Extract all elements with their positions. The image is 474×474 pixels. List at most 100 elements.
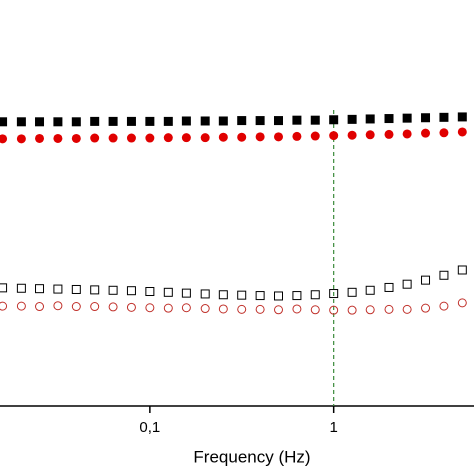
data-point — [53, 117, 63, 127]
data-point — [145, 116, 155, 126]
data-point — [35, 302, 45, 312]
data-point — [53, 133, 63, 143]
data-point — [255, 291, 265, 301]
data-point — [126, 116, 136, 126]
data-point — [292, 131, 302, 141]
data-point — [237, 116, 247, 126]
data-point — [163, 287, 173, 297]
data-point — [145, 133, 155, 143]
data-point — [35, 284, 45, 294]
data-point — [310, 131, 320, 141]
data-point — [16, 301, 26, 311]
data-point — [35, 117, 45, 127]
data-point — [347, 114, 357, 124]
data-point — [457, 112, 467, 122]
data-point — [90, 285, 100, 295]
data-point — [457, 298, 467, 308]
data-point — [347, 305, 357, 315]
data-point — [384, 129, 394, 139]
data-point — [457, 127, 467, 137]
data-point — [163, 116, 173, 126]
data-point — [126, 302, 136, 312]
data-point — [292, 291, 302, 301]
data-point — [108, 116, 118, 126]
data-point — [439, 270, 449, 280]
data-point — [439, 301, 449, 311]
data-point — [329, 131, 339, 141]
data-point — [421, 113, 431, 123]
data-point — [457, 265, 467, 275]
data-point — [90, 133, 100, 143]
data-point — [0, 301, 8, 311]
data-point — [274, 132, 284, 142]
data-point — [255, 116, 265, 126]
data-point — [71, 284, 81, 294]
data-point — [329, 115, 339, 125]
data-point — [181, 133, 191, 143]
data-point — [365, 130, 375, 140]
data-point — [200, 116, 210, 126]
data-point — [384, 282, 394, 292]
data-point — [274, 305, 284, 315]
data-point — [0, 117, 8, 127]
data-point — [218, 116, 228, 126]
data-point — [365, 285, 375, 295]
data-point — [292, 304, 302, 314]
data-point — [292, 115, 302, 125]
data-point — [329, 289, 339, 299]
data-point — [53, 301, 63, 311]
data-point — [71, 117, 81, 127]
data-point — [310, 290, 320, 300]
data-point — [181, 288, 191, 298]
data-point — [402, 129, 412, 139]
data-point — [0, 134, 8, 144]
data-point — [16, 283, 26, 293]
data-point — [108, 133, 118, 143]
data-point — [163, 303, 173, 313]
data-point — [71, 302, 81, 312]
data-point — [71, 133, 81, 143]
data-point — [365, 114, 375, 124]
data-point — [310, 305, 320, 315]
data-point — [237, 290, 247, 300]
data-point — [421, 128, 431, 138]
data-point — [218, 290, 228, 300]
data-point — [421, 275, 431, 285]
data-point — [310, 115, 320, 125]
data-point — [145, 303, 155, 313]
data-point — [384, 114, 394, 124]
data-point — [402, 279, 412, 289]
data-point — [402, 304, 412, 314]
data-point — [108, 285, 118, 295]
data-point — [255, 304, 265, 314]
data-point — [274, 116, 284, 126]
data-point — [329, 305, 339, 315]
data-point — [402, 113, 412, 123]
data-point — [200, 289, 210, 299]
data-point — [90, 302, 100, 312]
data-point — [274, 291, 284, 301]
data-point — [126, 286, 136, 296]
data-point — [218, 304, 228, 314]
data-point — [181, 116, 191, 126]
data-point — [108, 302, 118, 312]
data-point — [439, 112, 449, 122]
data-point — [163, 133, 173, 143]
data-point — [218, 132, 228, 142]
data-point — [384, 304, 394, 314]
data-point — [16, 117, 26, 127]
data-point — [347, 287, 357, 297]
data-point — [16, 134, 26, 144]
data-point — [145, 287, 155, 297]
data-point — [126, 133, 136, 143]
x-axis-label: Frequency (Hz) — [193, 447, 310, 466]
data-point — [181, 303, 191, 313]
data-point — [90, 116, 100, 126]
data-point — [35, 133, 45, 143]
data-point — [0, 283, 8, 293]
data-point — [365, 305, 375, 315]
data-point — [237, 304, 247, 314]
data-point — [200, 133, 210, 143]
